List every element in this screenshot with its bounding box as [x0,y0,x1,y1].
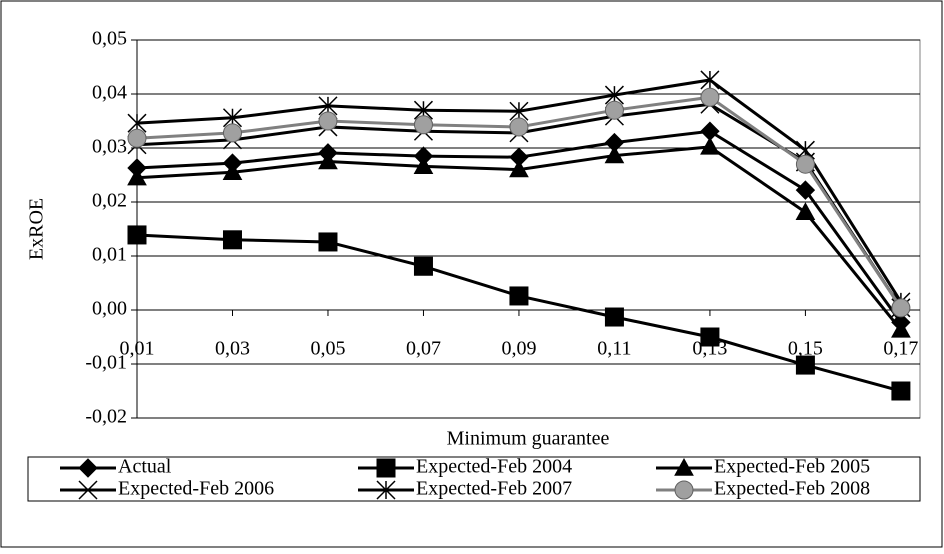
x-tick-label: 0,07 [406,338,441,360]
marker [509,101,529,121]
marker [376,480,396,500]
y-tick-label: 0,04 [92,82,127,104]
marker [318,111,338,131]
marker [222,123,242,143]
marker [509,117,529,137]
marker [78,458,98,478]
marker [318,232,338,252]
marker [891,298,911,318]
x-axis-label: Minimum guarantee [447,428,610,450]
marker [604,100,624,120]
marker [127,167,147,186]
marker [795,355,815,375]
marker [222,162,243,180]
marker [795,180,816,200]
x-tick-label: 0,15 [788,338,823,360]
marker [795,202,816,220]
marker [604,307,624,327]
legend-label: Actual [118,456,172,478]
legend [27,456,921,502]
x-tick-label: 0,11 [597,338,631,360]
marker [891,319,911,338]
y-tick-label: -0,02 [85,406,127,428]
marker [222,230,242,250]
marker [674,457,694,476]
legend-label: Expected-Feb 2006 [118,478,274,500]
marker [891,381,911,401]
y-tick-label: 0,00 [92,298,127,320]
x-tick-label: 0,03 [215,338,250,360]
marker [795,154,815,174]
marker [700,87,720,107]
x-tick-label: 0,17 [883,338,918,360]
marker [700,136,720,155]
marker [509,286,529,306]
y-tick-label: 0,02 [92,190,127,212]
marker [700,70,720,90]
marker [318,151,338,170]
x-tick-label: 0,01 [120,338,155,360]
marker [127,225,147,245]
y-tick-label: -0,01 [85,352,127,374]
marker [413,115,433,135]
y-tick-label: 0,05 [92,28,127,50]
y-axis-label: ExROE [26,198,48,260]
legend-label: Expected-Feb 2008 [714,478,870,500]
legend-label: Expected-Feb 2004 [416,456,572,478]
marker [604,145,625,164]
marker [509,159,529,178]
x-tick-label: 0,09 [501,338,536,360]
marker [127,128,147,148]
y-tick-label: 0,03 [92,136,127,158]
marker [674,480,694,500]
x-tick-label: 0,05 [310,338,345,360]
marker [700,327,720,347]
legend-label: Expected-Feb 2007 [416,478,572,500]
legend-label: Expected-Feb 2005 [714,456,870,478]
marker [78,480,98,500]
y-tick-label: 0,01 [92,244,127,266]
marker [413,156,434,175]
marker [413,256,433,276]
marker [376,458,396,478]
